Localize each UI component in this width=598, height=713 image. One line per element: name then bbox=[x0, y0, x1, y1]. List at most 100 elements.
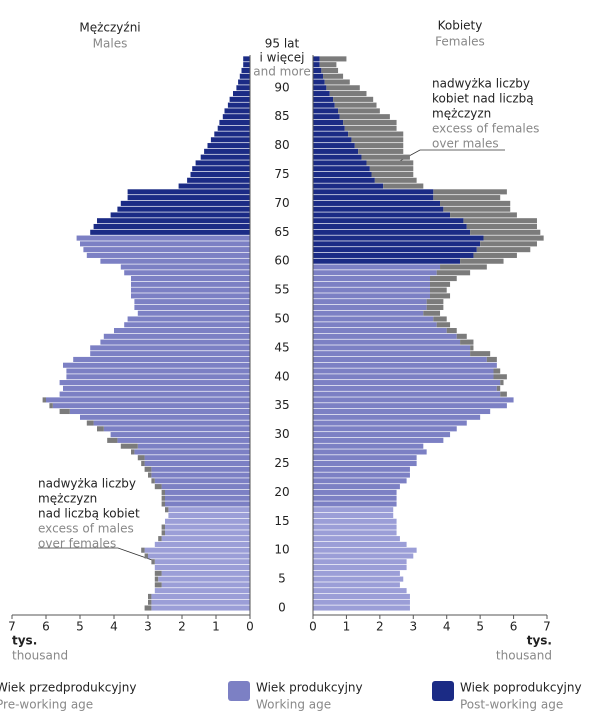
females-title: Kobiety bbox=[438, 19, 483, 33]
male-bar bbox=[63, 362, 250, 368]
female-bar bbox=[313, 507, 394, 513]
male-bar bbox=[154, 559, 250, 565]
male-bar bbox=[103, 426, 250, 432]
female-excess bbox=[348, 131, 404, 137]
female-excess bbox=[319, 56, 347, 62]
males-title-en: Males bbox=[93, 37, 128, 51]
male-bar bbox=[127, 316, 250, 322]
x-tick-label: 7 bbox=[543, 620, 551, 634]
female-bar bbox=[313, 328, 447, 334]
age-label: 50 bbox=[274, 312, 289, 326]
male-excess bbox=[154, 582, 162, 588]
male-bar bbox=[168, 512, 250, 519]
x-tick-label: 2 bbox=[178, 620, 186, 634]
age-label: 70 bbox=[274, 196, 289, 210]
female-excess bbox=[321, 67, 339, 74]
male-bar bbox=[66, 368, 251, 374]
male-bar bbox=[103, 333, 250, 339]
female-bar bbox=[313, 264, 441, 270]
male-excess bbox=[107, 437, 118, 443]
male-bar bbox=[190, 171, 250, 178]
male-excess bbox=[131, 449, 135, 455]
male-bar bbox=[187, 177, 250, 183]
female-bar bbox=[313, 299, 427, 305]
female-bar bbox=[313, 125, 345, 131]
legend-swatch bbox=[432, 681, 454, 701]
x-tick-label: 7 bbox=[8, 620, 16, 634]
female-bar bbox=[313, 247, 477, 253]
male-bar bbox=[151, 466, 250, 472]
male-bar bbox=[210, 137, 250, 143]
male-bar bbox=[69, 408, 250, 415]
male-bar bbox=[46, 397, 250, 403]
female-excess bbox=[369, 166, 414, 172]
female-bar bbox=[313, 148, 359, 154]
male-bar bbox=[243, 56, 250, 62]
male-bar bbox=[192, 166, 250, 172]
male-bar bbox=[151, 599, 250, 605]
male-excess bbox=[141, 547, 145, 553]
male-excess bbox=[154, 570, 162, 576]
age-label: 35 bbox=[274, 398, 289, 412]
female-bar bbox=[313, 495, 397, 501]
unit-left: tys. bbox=[12, 634, 37, 648]
female-excess bbox=[371, 171, 414, 178]
male-bar bbox=[165, 495, 250, 501]
female-excess bbox=[338, 108, 380, 114]
female-bar bbox=[313, 287, 430, 293]
female-excess bbox=[358, 148, 404, 154]
female-bar bbox=[313, 304, 427, 310]
male-bar bbox=[144, 547, 250, 553]
female-bar bbox=[313, 518, 397, 524]
legend-label: Wiek produkcyjny bbox=[256, 681, 363, 695]
x-tick-label: 5 bbox=[76, 620, 84, 634]
females-title-en: Females bbox=[435, 35, 485, 49]
male-bar bbox=[161, 570, 250, 576]
female-bar bbox=[313, 154, 362, 160]
female-excess bbox=[500, 380, 504, 386]
female-bar bbox=[313, 414, 481, 420]
age-label: 40 bbox=[274, 369, 289, 383]
female-excess bbox=[430, 287, 447, 293]
age-label: 95 lat bbox=[265, 37, 300, 51]
female-excess bbox=[326, 85, 360, 91]
male-bar bbox=[165, 501, 250, 507]
female-bar bbox=[313, 91, 330, 97]
female-excess bbox=[470, 229, 541, 235]
female-bar bbox=[313, 501, 397, 507]
legend-label-en: Post-working age bbox=[460, 698, 563, 712]
x-tick-label: 0 bbox=[309, 620, 317, 634]
female-excess bbox=[486, 356, 497, 363]
female-bar bbox=[313, 310, 424, 316]
male-bar bbox=[134, 299, 250, 305]
male-excess bbox=[161, 489, 165, 495]
male-excess bbox=[148, 599, 152, 605]
male-bar bbox=[165, 489, 250, 495]
female-bar bbox=[313, 512, 394, 519]
female-excess bbox=[433, 195, 501, 201]
male-bar bbox=[90, 351, 250, 357]
female-bar bbox=[313, 171, 372, 178]
male-excess bbox=[161, 524, 165, 530]
male-bar bbox=[154, 564, 250, 571]
female-bar bbox=[313, 206, 444, 212]
female-excess bbox=[430, 281, 451, 287]
age-label: 30 bbox=[274, 427, 289, 441]
female-excess bbox=[324, 79, 350, 85]
male-bar bbox=[200, 154, 250, 160]
female-excess bbox=[436, 322, 451, 328]
male-bar bbox=[134, 304, 250, 310]
female-bar bbox=[313, 553, 414, 559]
female-bar bbox=[313, 218, 464, 224]
x-tick-label: 1 bbox=[343, 620, 351, 634]
female-excess bbox=[496, 385, 501, 391]
female-bar bbox=[313, 62, 320, 68]
age-label: 15 bbox=[274, 514, 289, 528]
male-bar bbox=[239, 73, 250, 79]
male-bar bbox=[165, 518, 250, 524]
female-bar bbox=[313, 96, 334, 102]
annotation: nadwyżka liczby bbox=[38, 477, 136, 491]
female-bar bbox=[313, 73, 324, 79]
male-bar bbox=[161, 536, 250, 542]
age-label: i więcej bbox=[260, 51, 305, 65]
